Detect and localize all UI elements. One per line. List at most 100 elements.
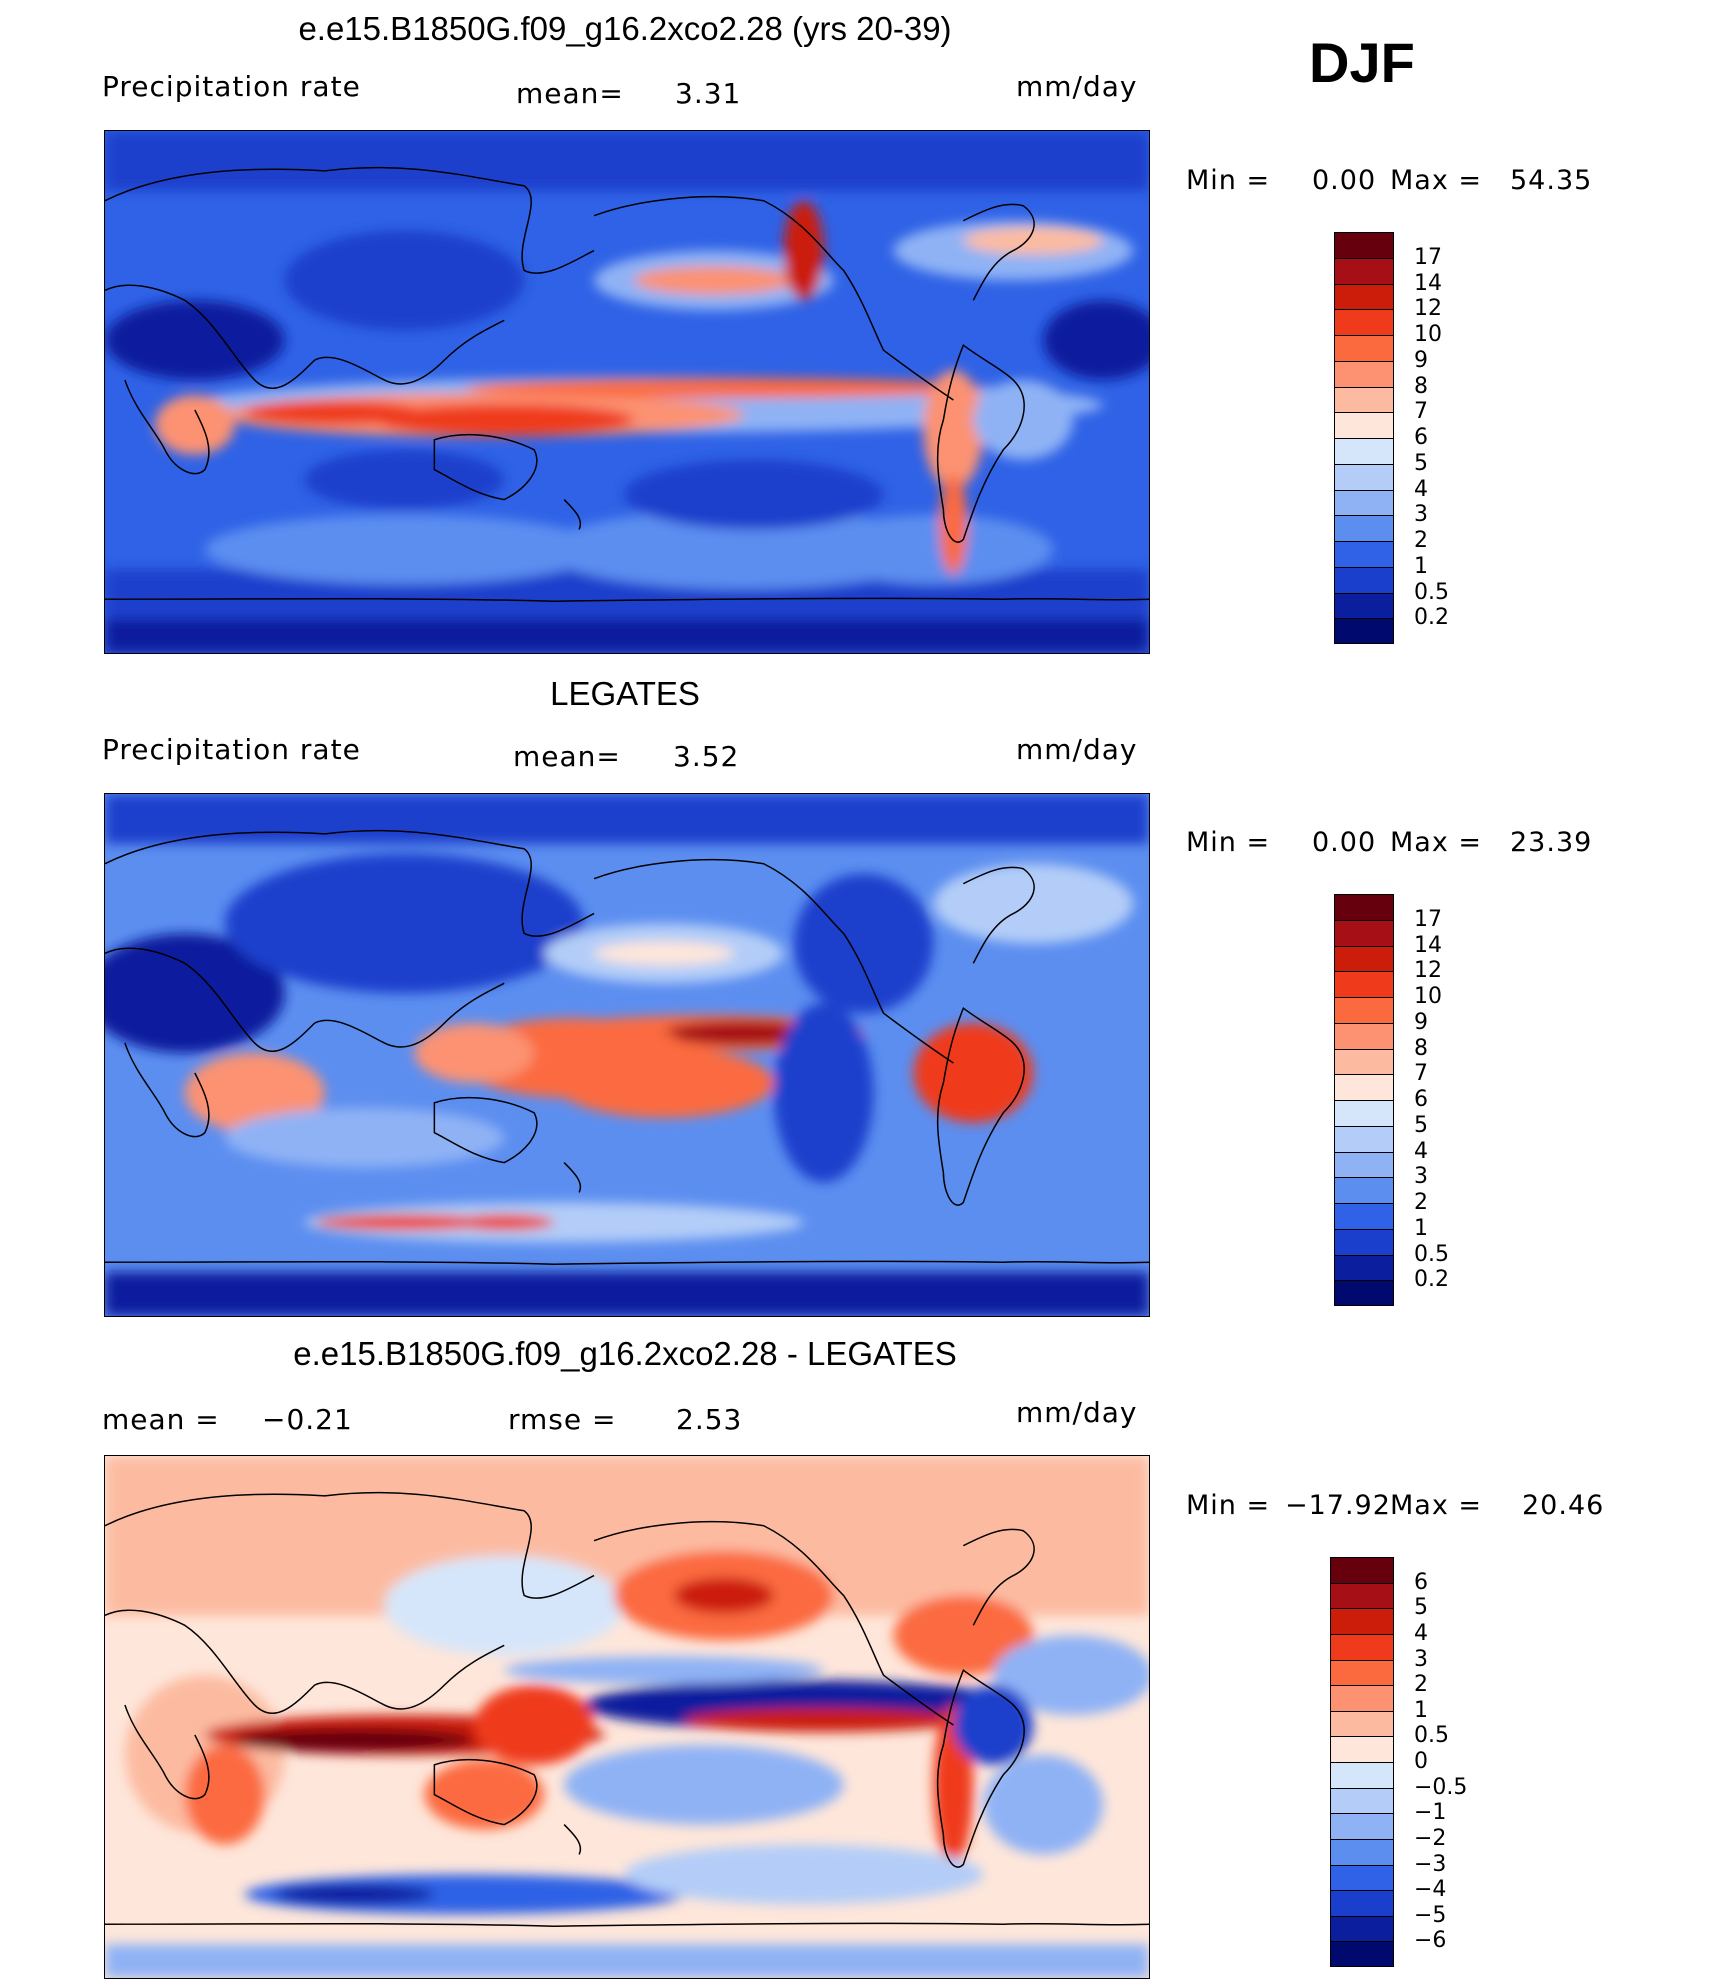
colorbar-segment	[1334, 1151, 1394, 1178]
colorbar-segment	[1334, 386, 1394, 413]
colorbar-segment	[1334, 360, 1394, 387]
colorbar-segment	[1334, 1228, 1394, 1255]
colorbar-segment	[1330, 1659, 1394, 1686]
colorbar-tick-label: 1	[1414, 1215, 1428, 1241]
colorbar-tick-label: 2	[1414, 1190, 1428, 1215]
panel3-min-value: −17.92	[1285, 1490, 1391, 1521]
colorbar-tick-label: 2	[1414, 528, 1428, 553]
colorbar-tick-label: 1	[1414, 1697, 1428, 1723]
panel3-max-value: 20.46	[1522, 1490, 1605, 1521]
colorbar-tick-label: 0.5	[1414, 579, 1449, 605]
panel2-left-label: Precipitation rate	[102, 733, 361, 766]
colorbar-segment	[1334, 592, 1394, 619]
colorbar-segment	[1330, 1582, 1394, 1609]
colorbar-tick-label: 0.5	[1414, 1241, 1449, 1267]
colorbar-tick-label: 1	[1414, 553, 1428, 579]
panel1-min-label: Min =	[1186, 165, 1271, 196]
colorbar-segment	[1330, 1813, 1394, 1839]
season-label: DJF	[1309, 31, 1415, 94]
colorbar-segment	[1334, 1100, 1394, 1126]
panel3-map	[104, 1455, 1150, 1979]
colorbar-tick-label: 10	[1414, 322, 1442, 347]
colorbar-segment	[1330, 1557, 1394, 1583]
panel2-max-label: Max =	[1390, 827, 1483, 858]
colorbar-segment	[1334, 309, 1394, 335]
colorbar-segment	[1330, 1864, 1394, 1891]
colorbar-segment	[1334, 335, 1394, 361]
colorbar-segment	[1334, 412, 1394, 438]
colorbar-tick-label: 14	[1414, 270, 1442, 296]
colorbar-tick-label: −6	[1414, 1928, 1447, 1954]
colorbar-segment	[1334, 618, 1394, 644]
colorbar-tick-label: 0	[1414, 1749, 1428, 1774]
panel2-colorbar: 17 14 12 10 9 8 7 6 5 4 3 2 1 0.5 0.2	[1334, 894, 1449, 1306]
colorbar-segment	[1330, 1608, 1394, 1634]
colorbar-segment	[1334, 919, 1394, 946]
colorbar-segment	[1334, 232, 1394, 258]
colorbar-tick-label: 2	[1414, 1672, 1428, 1698]
colorbar-tick-label: 6	[1414, 1087, 1428, 1112]
colorbar-tick-label: 6	[1414, 425, 1428, 450]
colorbar-segment	[1330, 1838, 1394, 1865]
colorbar-segment	[1334, 1074, 1394, 1100]
panel3-units: mm/day	[1016, 1396, 1138, 1429]
panel3-rmse-label: rmse =	[508, 1403, 617, 1436]
colorbar-tick-label: 7	[1414, 399, 1428, 425]
colorbar-tick-label: 0.2	[1414, 605, 1449, 631]
colorbar-segment	[1330, 1762, 1394, 1788]
panel1-units: mm/day	[1016, 70, 1138, 103]
colorbar-segment	[1334, 1254, 1394, 1281]
panel1-colorbar: 17 14 12 10 9 8 7 6 5 4 3 2 1 0.5 0.2	[1334, 232, 1449, 644]
colorbar-segment	[1334, 945, 1394, 972]
colorbar-tick-label: 5	[1414, 1112, 1428, 1138]
panel1-left-label: Precipitation rate	[102, 70, 361, 103]
colorbar-segment	[1334, 1048, 1394, 1075]
colorbar-tick-label: 12	[1414, 958, 1442, 984]
panel3-min-label: Min =	[1186, 1490, 1271, 1521]
colorbar-segment	[1330, 1736, 1394, 1762]
colorbar-segment	[1330, 1685, 1394, 1711]
panel1-min-value: 0.00	[1312, 165, 1377, 196]
colorbar-segment	[1334, 997, 1394, 1023]
colorbar-segment	[1334, 1177, 1394, 1203]
colorbar-segment	[1330, 1710, 1394, 1737]
panel3-coastlines	[105, 1491, 1149, 1927]
colorbar-segment	[1334, 894, 1394, 920]
colorbar-tick-label: −2	[1414, 1825, 1447, 1851]
colorbar-segment	[1334, 566, 1394, 593]
colorbar-tick-label: 0.2	[1414, 1267, 1449, 1293]
panel3-mean-value: −0.21	[262, 1403, 353, 1436]
colorbar-tick-label: −3	[1414, 1851, 1447, 1877]
panel2-mean-label: mean=	[513, 740, 621, 773]
colorbar-tick-label: 17	[1414, 906, 1442, 932]
panel2-max-value: 23.39	[1510, 827, 1593, 858]
colorbar-tick-label: 10	[1414, 984, 1442, 1009]
colorbar-tick-label: 0.5	[1414, 1723, 1449, 1749]
colorbar-segment	[1334, 463, 1394, 490]
colorbar-segment	[1334, 1280, 1394, 1306]
colorbar-tick-label: 3	[1414, 502, 1428, 528]
colorbar-tick-label: 9	[1414, 1009, 1428, 1035]
panel3-rmse-value: 2.53	[676, 1403, 743, 1436]
colorbar-segment	[1334, 1022, 1394, 1049]
panel1-map	[104, 130, 1150, 654]
panel3-max-label: Max =	[1390, 1490, 1483, 1521]
colorbar-segment	[1330, 1915, 1394, 1942]
colorbar-segment	[1330, 1787, 1394, 1814]
panel1-max-value: 54.35	[1510, 165, 1593, 196]
colorbar-tick-label: 6	[1414, 1569, 1428, 1595]
panel2-min-value: 0.00	[1312, 827, 1377, 858]
colorbar-tick-label: −0.5	[1414, 1774, 1468, 1800]
panel2-units: mm/day	[1016, 733, 1138, 766]
colorbar-tick-label: 3	[1414, 1646, 1428, 1672]
panel2-coastlines	[105, 829, 1149, 1265]
colorbar-segment	[1334, 515, 1394, 541]
colorbar-segment	[1330, 1633, 1394, 1660]
colorbar-tick-label: 3	[1414, 1164, 1428, 1190]
colorbar-tick-label: 5	[1414, 1595, 1428, 1621]
panel1-max-label: Max =	[1390, 165, 1483, 196]
panel2-min-label: Min =	[1186, 827, 1271, 858]
colorbar-segment	[1334, 971, 1394, 997]
colorbar-tick-label: 8	[1414, 373, 1428, 399]
colorbar-tick-label: 4	[1414, 1138, 1428, 1164]
